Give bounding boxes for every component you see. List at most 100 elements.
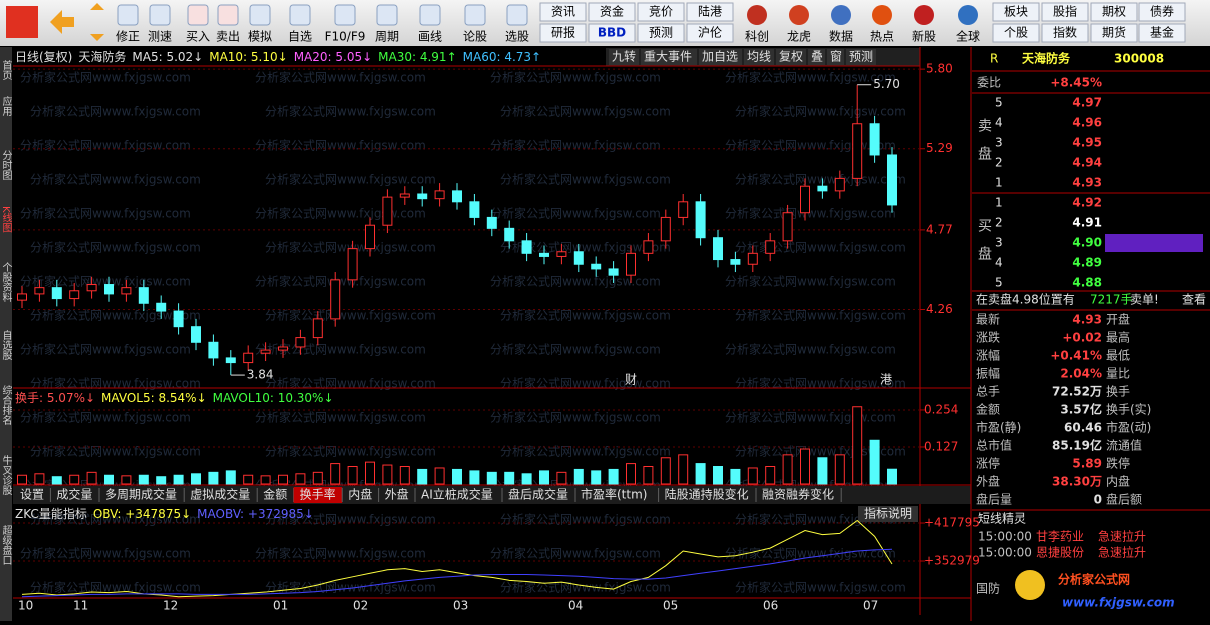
tool-icon[interactable]: [376, 4, 398, 26]
tool-button-bg[interactable]: [686, 23, 734, 43]
tab[interactable]: 换手率: [300, 487, 336, 502]
tab[interactable]: 内盘: [348, 487, 372, 502]
chart-button[interactable]: [641, 49, 697, 65]
tool-button[interactable]: 竞价: [649, 5, 673, 19]
tool-button-bg[interactable]: [992, 23, 1040, 43]
tab[interactable]: 盘后成交量: [508, 487, 568, 502]
tab[interactable]: AI立桩成交量: [421, 487, 493, 502]
tab[interactable]: 外盘: [385, 487, 409, 502]
tool-button-bg[interactable]: [686, 2, 734, 22]
tool-icon[interactable]: [914, 5, 934, 25]
tab[interactable]: 设置: [20, 488, 44, 502]
tab[interactable]: 虚拟成交量: [190, 487, 250, 502]
chart-button[interactable]: [609, 49, 639, 65]
tool-button[interactable]: 修正: [116, 29, 140, 44]
tool-button[interactable]: 全球: [956, 29, 980, 44]
tool-button[interactable]: BBD: [598, 26, 626, 40]
tool-button[interactable]: 股指: [1053, 4, 1077, 19]
tool-button[interactable]: 论股: [463, 30, 487, 44]
tool-icon[interactable]: [217, 4, 239, 26]
tool-icon[interactable]: [419, 4, 441, 26]
tab[interactable]: 多周期成交量: [105, 487, 177, 502]
tool-icon[interactable]: [249, 4, 271, 26]
tool-icon[interactable]: [958, 5, 978, 25]
tool-button[interactable]: 数据: [829, 29, 853, 44]
tool-icon[interactable]: [187, 4, 209, 26]
tool-button[interactable]: 买入: [186, 30, 210, 44]
tool-button[interactable]: 指数: [1053, 25, 1077, 40]
tool-button[interactable]: 自选: [288, 30, 312, 44]
chart-button-label[interactable]: 窗: [830, 50, 842, 64]
tool-button-bg[interactable]: [1041, 2, 1089, 22]
tab[interactable]: 融资融券变化: [762, 487, 834, 502]
tool-button-bg[interactable]: [1041, 23, 1089, 43]
tool-icon[interactable]: [506, 4, 528, 26]
tool-icon[interactable]: [117, 4, 139, 26]
tool-button[interactable]: 龙虎: [787, 30, 811, 44]
sidebar-tab[interactable]: K线图: [0, 206, 12, 233]
tab[interactable]: 市盈率(ttm): [581, 487, 647, 502]
chart-button[interactable]: [846, 49, 876, 65]
tool-button[interactable]: 期货: [1102, 25, 1126, 40]
tool-button[interactable]: 画线: [418, 30, 442, 44]
chart-button[interactable]: [808, 49, 825, 65]
tool-button-bg[interactable]: [637, 2, 685, 22]
sidebar-tab[interactable]: 牛叉诊股: [0, 454, 12, 496]
chart-button[interactable]: [776, 49, 806, 65]
sidebar-tab[interactable]: 应用: [0, 95, 12, 117]
tool-button[interactable]: 基金: [1150, 25, 1174, 40]
tool-button[interactable]: 新股: [912, 29, 936, 44]
chart-button[interactable]: [744, 49, 774, 65]
tool-button-bg[interactable]: [1090, 2, 1138, 22]
tool-icon[interactable]: [334, 4, 356, 26]
tool-button-bg[interactable]: [1138, 23, 1186, 43]
tool-button[interactable]: 周期: [375, 30, 399, 44]
chart-button-label[interactable]: 复权: [779, 50, 803, 64]
tool-button[interactable]: 资金: [600, 4, 624, 19]
sidebar-tab[interactable]: 自选股: [0, 329, 12, 361]
tool-button[interactable]: 选股: [505, 30, 529, 44]
chart-button-label[interactable]: 重大事件: [644, 50, 692, 64]
tool-button-bg[interactable]: [1138, 2, 1186, 22]
indicator-help-label[interactable]: 指标说明: [864, 506, 912, 521]
chart-button-label[interactable]: 加自选: [702, 50, 738, 64]
short-line-stock[interactable]: 甘李药业: [1036, 529, 1084, 544]
tool-button[interactable]: 板块: [1004, 5, 1028, 19]
notice[interactable]: 查看: [1182, 293, 1206, 307]
tool-button[interactable]: 预测: [649, 26, 673, 40]
tool-button[interactable]: 沪伦: [698, 25, 722, 40]
tool-button[interactable]: 债券: [1150, 4, 1174, 19]
tool-icon[interactable]: [464, 4, 486, 26]
tool-button[interactable]: 资讯: [551, 5, 575, 19]
tool-button-bg[interactable]: [539, 2, 587, 22]
tool-button[interactable]: 研报: [551, 25, 575, 40]
chart-button-label[interactable]: 九转: [612, 49, 636, 64]
sidebar-tab[interactable]: 超级盘口: [0, 524, 12, 565]
tab[interactable]: 金额: [263, 487, 287, 502]
tool-icon[interactable]: [872, 5, 892, 25]
tool-button[interactable]: 期权: [1102, 5, 1126, 19]
sidebar-tab[interactable]: 首页: [0, 59, 12, 81]
tool-button[interactable]: 卖出: [216, 30, 240, 44]
tool-button-bg[interactable]: [637, 23, 685, 43]
tool-button[interactable]: 热点: [870, 30, 894, 44]
tool-button-bg[interactable]: [588, 2, 636, 22]
chart-button-label[interactable]: 预测: [849, 50, 873, 64]
short-line-stock[interactable]: 恩捷股份: [1036, 546, 1084, 560]
chart-button[interactable]: [827, 49, 844, 65]
sidebar-tab[interactable]: 个股资料: [0, 262, 12, 303]
chart-button-label[interactable]: 叠: [811, 50, 823, 64]
tool-icon[interactable]: [289, 4, 311, 26]
tool-button[interactable]: F10/F9: [325, 30, 366, 44]
tool-button-bg[interactable]: [992, 2, 1040, 22]
indicator-help-button[interactable]: [858, 506, 918, 522]
tool-button-bg[interactable]: [539, 23, 587, 43]
sidebar-tab[interactable]: 分时图: [0, 150, 12, 181]
sidebar-tab[interactable]: 综合排名: [0, 384, 12, 426]
chart-button-label[interactable]: 均线: [747, 50, 771, 64]
tool-button[interactable]: 科创: [745, 30, 769, 44]
tab[interactable]: 成交量: [56, 487, 92, 502]
tool-icon[interactable]: [149, 4, 171, 26]
tool-button[interactable]: 陆港: [698, 4, 722, 19]
tab[interactable]: 陆股通持股变化: [665, 487, 749, 502]
